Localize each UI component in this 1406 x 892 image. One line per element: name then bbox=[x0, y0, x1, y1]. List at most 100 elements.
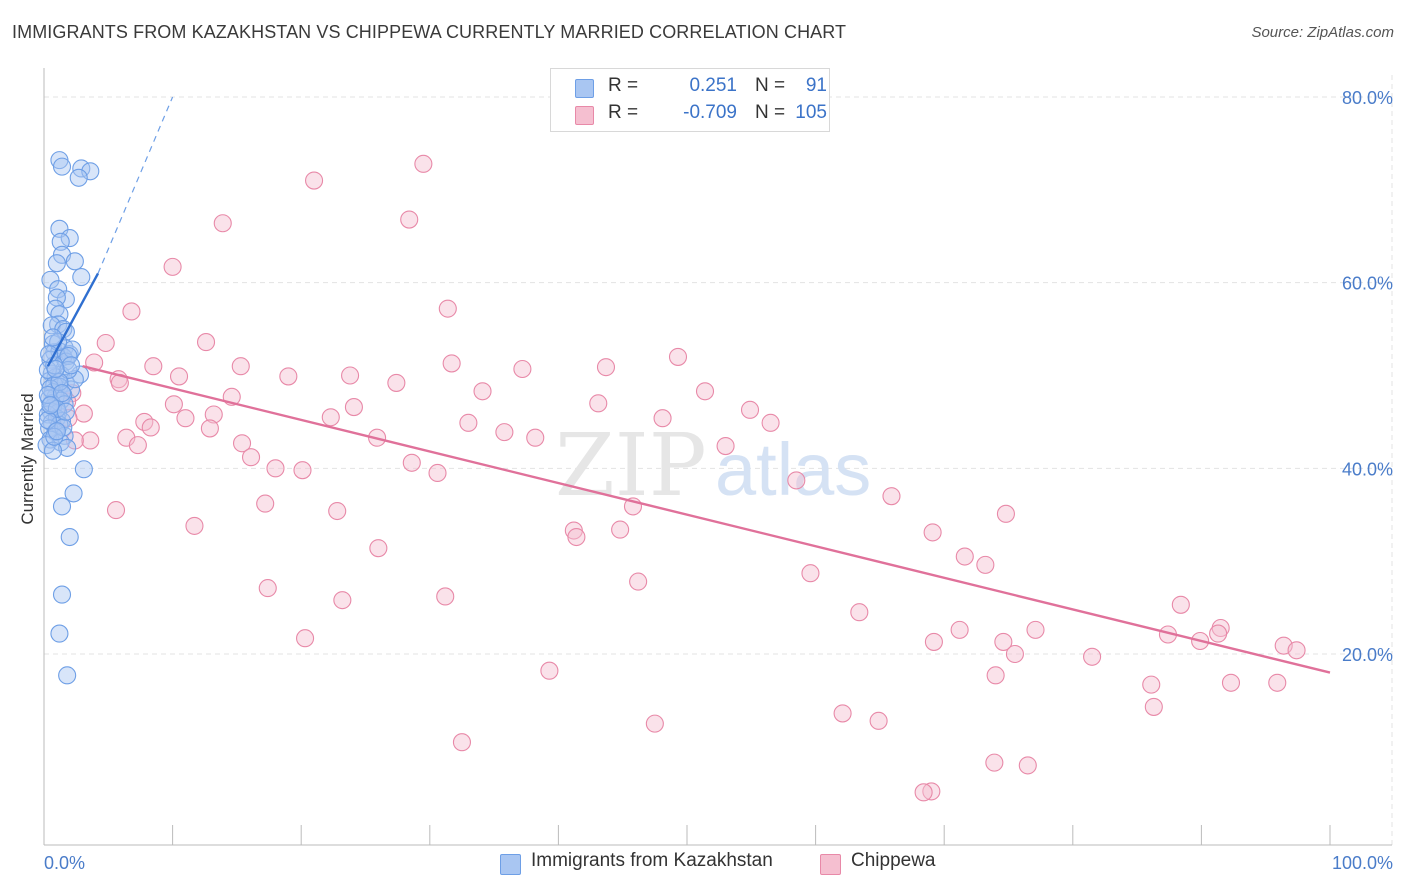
chippewa-point bbox=[1026, 620, 1045, 639]
kazakhstan-point bbox=[61, 356, 81, 375]
chippewa-point bbox=[213, 214, 232, 233]
kazakhstan-point bbox=[41, 396, 60, 415]
chippewa-point bbox=[914, 783, 933, 802]
chippewa-point bbox=[495, 423, 514, 442]
chippewa-point bbox=[833, 704, 852, 723]
chippewa-point bbox=[231, 357, 250, 376]
chippewa-point bbox=[513, 359, 532, 379]
chippewa-point bbox=[185, 516, 204, 535]
y-tick-label: 60.0% bbox=[1342, 274, 1393, 294]
correlation-legend: R = 0.251 N = 91 R = -0.709 N = 105 bbox=[550, 68, 830, 132]
chippewa-point bbox=[436, 587, 455, 606]
chippewa-point bbox=[1144, 697, 1163, 716]
chippewa-point bbox=[341, 366, 360, 385]
chippewa-point bbox=[400, 210, 419, 229]
chippewa-point bbox=[976, 555, 995, 574]
chippewa-point bbox=[442, 354, 461, 373]
bottom-legend-swatch-pink bbox=[820, 854, 841, 875]
chippewa-point bbox=[279, 367, 298, 386]
bottom-legend-label: Chippewa bbox=[851, 850, 936, 871]
chippewa-point bbox=[164, 395, 183, 414]
chippewa-point bbox=[387, 373, 406, 392]
chippewa-point bbox=[196, 333, 216, 352]
kazakhstan-point bbox=[47, 254, 66, 273]
series-kazakhstan bbox=[37, 151, 100, 685]
chippewa-point bbox=[258, 579, 277, 598]
kazakhstan-point bbox=[56, 402, 75, 421]
chippewa-point bbox=[526, 428, 545, 447]
legend-n-label: N = bbox=[755, 75, 786, 96]
chippewa-point bbox=[882, 487, 901, 506]
chippewa-point bbox=[869, 711, 888, 730]
chippewa-point bbox=[950, 620, 969, 639]
y-tick-label: 20.0% bbox=[1342, 645, 1393, 665]
chippewa-point bbox=[645, 714, 664, 733]
chippewa-point bbox=[695, 382, 715, 401]
chippewa-point bbox=[589, 394, 608, 413]
chippewa-point bbox=[668, 347, 688, 366]
chippewa-point bbox=[176, 409, 195, 428]
chippewa-point bbox=[1005, 644, 1024, 664]
chippewa-point bbox=[787, 471, 806, 490]
kazakhstan-point bbox=[64, 484, 83, 503]
chippewa-point bbox=[333, 591, 352, 610]
watermark-zip: ZIP bbox=[555, 416, 707, 516]
chippewa-point bbox=[985, 753, 1004, 772]
chippewa-point bbox=[955, 547, 974, 566]
chippewa-point bbox=[241, 448, 261, 467]
chippewa-point bbox=[1209, 624, 1228, 643]
chippewa-point bbox=[128, 436, 147, 455]
y-tick-label: 40.0% bbox=[1342, 459, 1393, 479]
x-tick-label: 0.0% bbox=[44, 853, 85, 873]
kazakhstan-point bbox=[65, 252, 84, 271]
series-chippewa bbox=[58, 154, 1306, 802]
chippewa-point bbox=[923, 523, 942, 542]
chippewa-point bbox=[296, 629, 315, 648]
chippewa-point bbox=[74, 404, 93, 423]
legend-r-value: -0.709 bbox=[683, 102, 737, 123]
kazakhstan-point bbox=[58, 666, 77, 685]
chippewa-point bbox=[293, 461, 312, 480]
legend-n-value: 91 bbox=[805, 75, 827, 96]
chippewa-point bbox=[96, 333, 115, 353]
legend-r-label: R = bbox=[608, 102, 639, 123]
chippewa-point bbox=[438, 299, 457, 318]
watermark-atlas: atlas bbox=[715, 428, 871, 511]
bottom-legend-label: Immigrants from Kazakhstan bbox=[531, 850, 773, 871]
chippewa-point bbox=[344, 398, 363, 417]
legend-swatch-blue bbox=[575, 79, 594, 98]
kazakhstan-trend-extension bbox=[97, 96, 174, 274]
chippewa-point bbox=[653, 409, 672, 428]
source-label: Source: ZipAtlas.com bbox=[1251, 24, 1394, 41]
chippewa-point bbox=[1083, 647, 1102, 666]
kazakhstan-point bbox=[60, 527, 79, 547]
chippewa-point bbox=[428, 463, 447, 483]
chippewa-point bbox=[81, 431, 100, 450]
chippewa-point bbox=[473, 382, 492, 401]
chippewa-point bbox=[305, 171, 324, 190]
legend-swatch-pink bbox=[575, 106, 594, 125]
chippewa-point bbox=[369, 539, 388, 558]
chippewa-point bbox=[801, 564, 820, 583]
chippewa-point bbox=[266, 459, 285, 478]
chippewa-point bbox=[328, 501, 347, 521]
y-axis-title: Currently Married bbox=[18, 393, 37, 524]
kazakhstan-point bbox=[47, 422, 66, 441]
kazakhstan-point bbox=[50, 219, 69, 238]
kazakhstan-point bbox=[38, 385, 57, 405]
kazakhstan-point bbox=[52, 384, 72, 403]
chippewa-point bbox=[1268, 673, 1287, 692]
chippewa-point bbox=[106, 501, 126, 520]
kazakhstan-trend-line bbox=[46, 272, 100, 367]
chippewa-point bbox=[256, 494, 275, 513]
chippewa-point bbox=[204, 405, 223, 424]
chippewa-point bbox=[321, 408, 340, 427]
kazakhstan-point bbox=[52, 157, 72, 176]
kazakhstan-point bbox=[50, 624, 69, 643]
chippewa-point bbox=[163, 257, 182, 276]
kazakhstan-point bbox=[52, 585, 72, 604]
chippewa-point bbox=[629, 572, 648, 591]
legend-r-value: 0.251 bbox=[689, 75, 737, 96]
legend-r-label: R = bbox=[608, 75, 639, 96]
chippewa-point bbox=[996, 504, 1015, 523]
